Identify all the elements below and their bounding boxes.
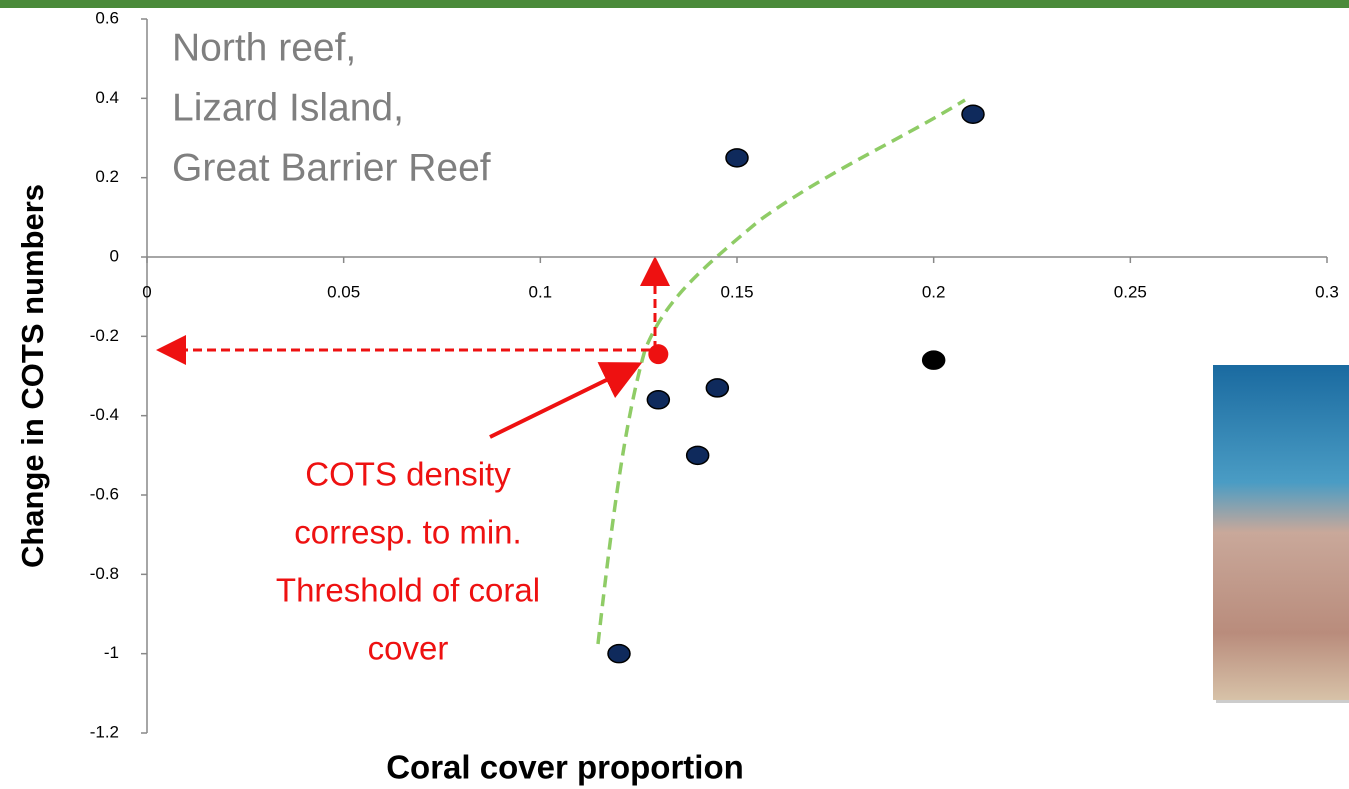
x-tick-label: 0.2 [922,282,946,301]
y-tick-label: 0.2 [95,167,119,186]
data-point [921,350,946,370]
x-tick-label: 0.1 [529,282,553,301]
y-tick-label: -1 [104,643,119,662]
chart-title: Lizard Island, [172,86,404,129]
data-point [705,378,730,398]
data-point [961,104,985,124]
x-tick-label: 0.05 [327,282,360,301]
y-tick-label: 0 [110,246,119,265]
annotation: corresp. to min. [294,514,521,551]
x-tick-label: 0.25 [1114,282,1147,301]
reef-photo [1213,365,1349,700]
trend-line [596,98,966,645]
x-axis-label: Coral cover proportion [386,749,744,786]
y-tick-label: -0.4 [90,405,119,424]
data-point [685,445,710,466]
annotation: COTS density [305,456,511,493]
annotation: cover [368,630,449,667]
chart-title: Great Barrier Reef [172,146,491,189]
y-axis-label: Change in COTS numbers [15,184,50,568]
y-tick-label: -0.8 [90,564,119,583]
y-tick-label: -0.2 [90,326,119,345]
x-tick-label: 0.15 [720,282,753,301]
data-point [646,390,671,410]
x-tick-label: 0 [142,282,151,301]
chart-title: North reef, [172,26,356,69]
y-tick-label: 0.6 [95,8,119,27]
top-bar [0,0,1349,8]
y-tick-label: 0.4 [95,88,119,107]
annotation: Threshold of coral [276,572,540,609]
highlight-point [648,344,669,365]
data-point [607,643,631,664]
y-tick-label: -1.2 [90,722,119,741]
y-tick-label: -0.6 [90,484,119,503]
data-point [725,148,749,168]
x-tick-label: 0.3 [1315,282,1339,301]
arrow-pointer [489,362,643,439]
